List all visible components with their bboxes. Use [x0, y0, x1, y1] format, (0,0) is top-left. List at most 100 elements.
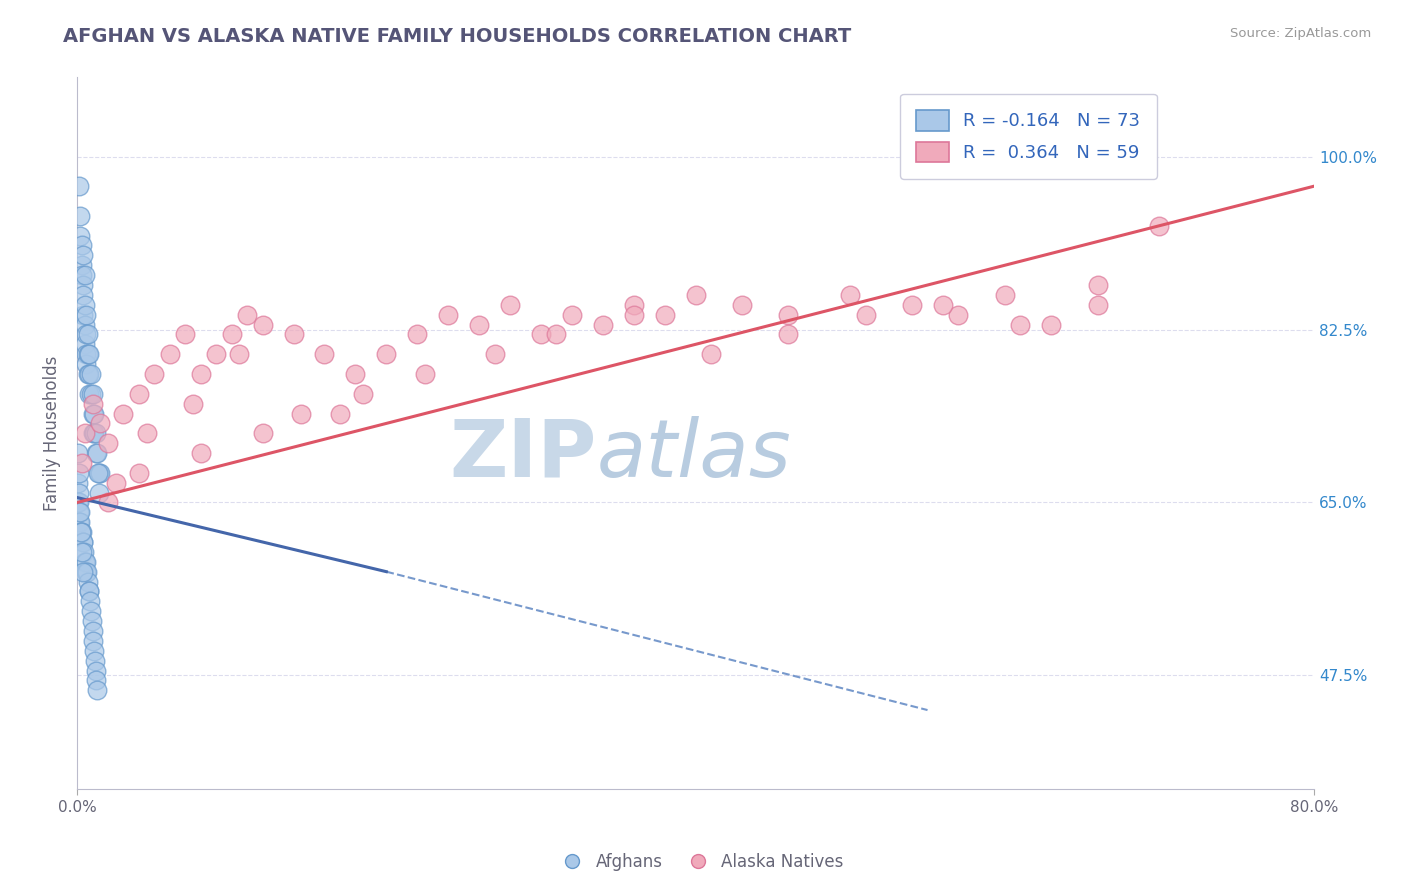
Point	[205, 347, 228, 361]
Point	[79, 367, 101, 381]
Text: AFGHAN VS ALASKA NATIVE FAMILY HOUSEHOLDS CORRELATION CHART: AFGHAN VS ALASKA NATIVE FAMILY HOUSEHOLD…	[63, 27, 852, 45]
Point	[561, 308, 583, 322]
Point	[994, 288, 1017, 302]
Point	[69, 505, 91, 519]
Point	[75, 565, 97, 579]
Point	[83, 407, 105, 421]
Point	[352, 386, 374, 401]
Point	[82, 397, 104, 411]
Point	[181, 397, 204, 411]
Point	[82, 426, 104, 441]
Point	[73, 318, 96, 332]
Legend: R = -0.164   N = 73, R =  0.364   N = 59: R = -0.164 N = 73, R = 0.364 N = 59	[900, 94, 1157, 178]
Point	[228, 347, 250, 361]
Point	[484, 347, 506, 361]
Point	[83, 654, 105, 668]
Point	[375, 347, 398, 361]
Point	[79, 584, 101, 599]
Point	[135, 426, 157, 441]
Point	[530, 327, 553, 342]
Point	[72, 535, 94, 549]
Text: ZIP: ZIP	[450, 416, 596, 493]
Text: Source: ZipAtlas.com: Source: ZipAtlas.com	[1230, 27, 1371, 40]
Point	[76, 565, 98, 579]
Point	[1040, 318, 1063, 332]
Point	[82, 386, 104, 401]
Point	[75, 327, 97, 342]
Point	[901, 298, 924, 312]
Point	[67, 179, 90, 194]
Point	[67, 485, 90, 500]
Point	[86, 446, 108, 460]
Point	[82, 624, 104, 638]
Point	[700, 347, 723, 361]
Point	[72, 308, 94, 322]
Point	[70, 238, 93, 252]
Point	[73, 555, 96, 569]
Point	[70, 268, 93, 282]
Point	[80, 367, 103, 381]
Point	[1149, 219, 1171, 233]
Point	[1087, 278, 1109, 293]
Point	[97, 436, 120, 450]
Point	[329, 407, 352, 421]
Point	[314, 347, 336, 361]
Text: atlas: atlas	[596, 416, 792, 493]
Point	[80, 386, 103, 401]
Point	[84, 446, 107, 460]
Point	[80, 604, 103, 618]
Point	[69, 515, 91, 529]
Point	[66, 475, 89, 490]
Point	[86, 683, 108, 698]
Point	[70, 258, 93, 272]
Point	[75, 357, 97, 371]
Point	[623, 298, 645, 312]
Point	[75, 555, 97, 569]
Point	[75, 347, 97, 361]
Point	[190, 446, 212, 460]
Point	[143, 367, 166, 381]
Point	[69, 228, 91, 243]
Point	[174, 327, 197, 342]
Point	[290, 407, 312, 421]
Point	[623, 308, 645, 322]
Point	[159, 347, 181, 361]
Point	[73, 298, 96, 312]
Point	[468, 318, 491, 332]
Point	[104, 475, 127, 490]
Point	[97, 495, 120, 509]
Point	[89, 466, 111, 480]
Point	[406, 327, 429, 342]
Legend: Afghans, Alaska Natives: Afghans, Alaska Natives	[554, 845, 852, 880]
Point	[413, 367, 436, 381]
Point	[344, 367, 367, 381]
Point	[87, 466, 110, 480]
Point	[546, 327, 568, 342]
Point	[70, 525, 93, 540]
Point	[948, 308, 970, 322]
Point	[67, 515, 90, 529]
Point	[654, 308, 676, 322]
Point	[190, 367, 212, 381]
Point	[70, 545, 93, 559]
Point	[87, 466, 110, 480]
Point	[252, 426, 274, 441]
Point	[932, 298, 955, 312]
Point	[283, 327, 305, 342]
Point	[66, 446, 89, 460]
Point	[252, 318, 274, 332]
Point	[77, 327, 100, 342]
Point	[82, 633, 104, 648]
Point	[128, 466, 150, 480]
Point	[72, 248, 94, 262]
Point	[79, 386, 101, 401]
Point	[73, 337, 96, 351]
Point	[80, 614, 103, 628]
Point	[69, 209, 91, 223]
Point	[112, 407, 135, 421]
Point	[778, 308, 800, 322]
Point	[84, 664, 107, 678]
Point	[77, 584, 100, 599]
Point	[75, 308, 97, 322]
Point	[77, 574, 100, 589]
